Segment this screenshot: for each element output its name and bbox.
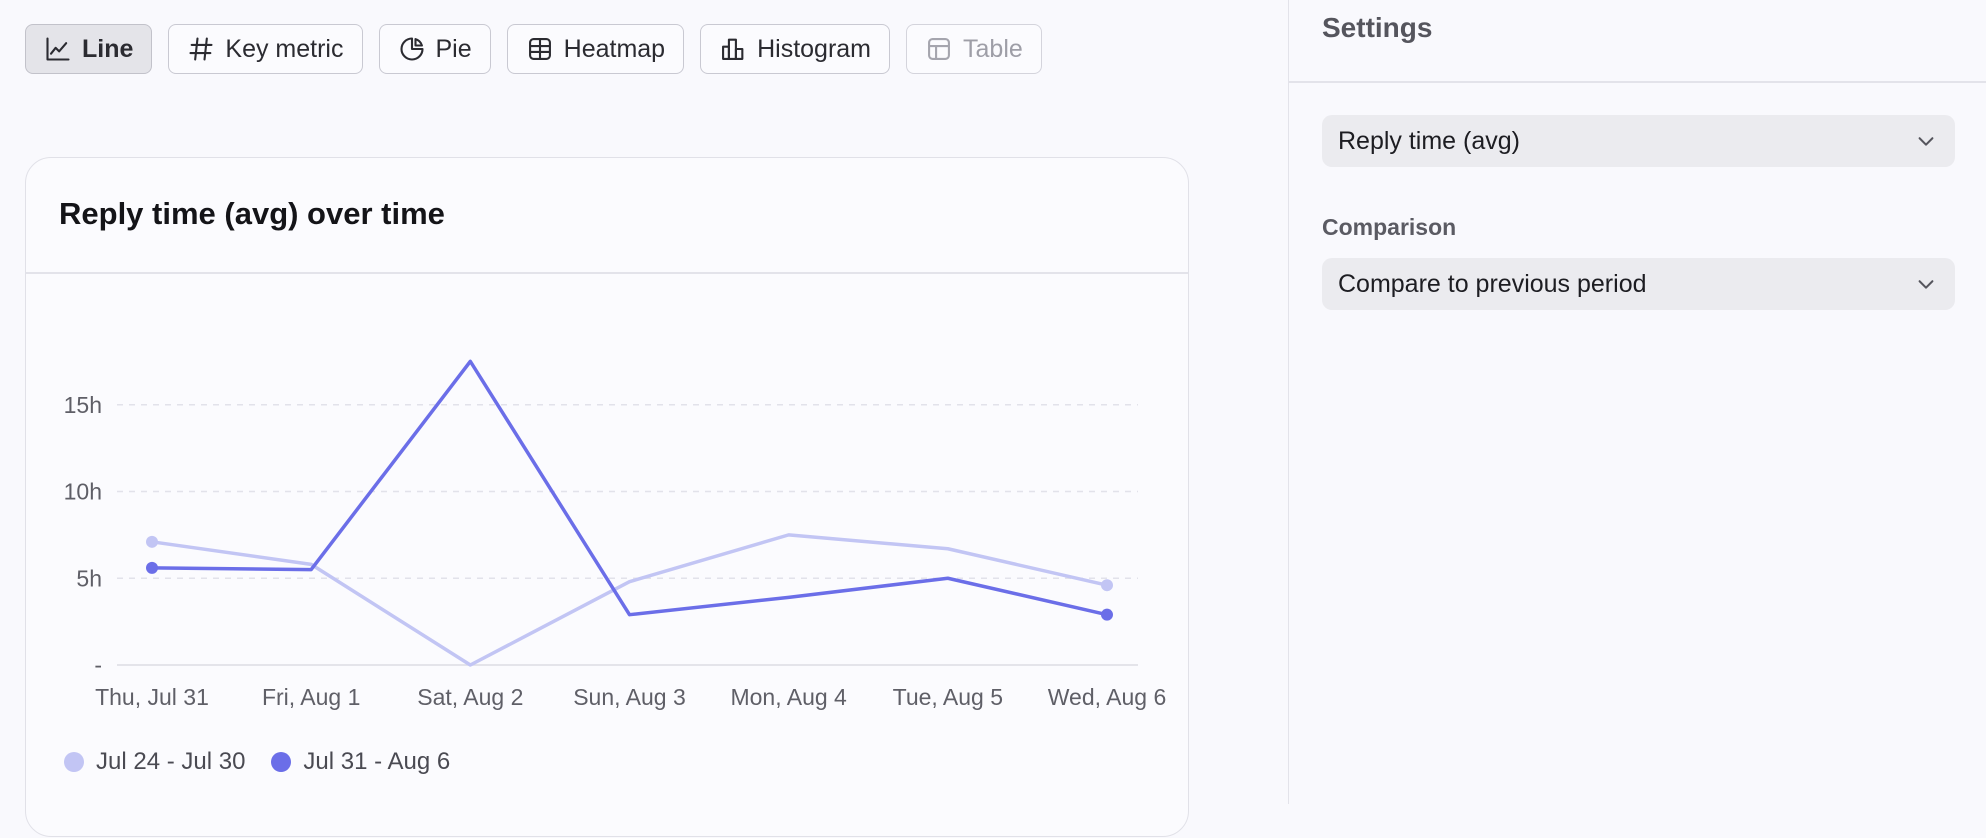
x-tick-label: Sat, Aug 2 bbox=[417, 684, 523, 710]
legend-swatch bbox=[271, 752, 292, 772]
line-chart-icon bbox=[44, 35, 72, 63]
hash-icon bbox=[187, 35, 215, 63]
line-chart-label: Line bbox=[82, 34, 134, 63]
table-button[interactable]: Table bbox=[906, 24, 1042, 74]
chevron-down-icon bbox=[1918, 280, 1934, 289]
y-tick-label: 15h bbox=[64, 392, 102, 418]
comparison-label: Comparison bbox=[1322, 214, 1457, 240]
legend-swatch bbox=[64, 752, 84, 772]
heatmap-button[interactable]: Heatmap bbox=[506, 24, 685, 74]
settings-divider bbox=[1289, 81, 1986, 83]
previous-period-point bbox=[1101, 579, 1113, 592]
bar-chart-icon bbox=[719, 35, 747, 63]
key-metric-button[interactable]: Key metric bbox=[168, 24, 363, 74]
legend-item[interactable]: Jul 24 - Jul 30 bbox=[64, 748, 245, 776]
chart-title: Reply time (avg) over time bbox=[59, 196, 445, 231]
current-period-line bbox=[150, 359, 1109, 617]
key-metric-label: Key metric bbox=[225, 34, 344, 63]
line-chart: - 5h 10h 15h Thu, Jul 31 Fri, Aug 1 Sat, Aug 2… bbox=[64, 359, 1167, 710]
x-tick-label: Wed, Aug 6 bbox=[1048, 684, 1167, 710]
legend-item[interactable]: Jul 31 - Aug 6 bbox=[271, 748, 450, 776]
y-tick-label: - bbox=[94, 652, 102, 678]
chevron-down-icon bbox=[1918, 137, 1934, 146]
card-divider bbox=[26, 272, 1188, 274]
y-tick-label: 5h bbox=[76, 565, 102, 591]
current-period-point bbox=[1101, 608, 1113, 621]
x-tick-label: Tue, Aug 5 bbox=[893, 684, 1003, 710]
report-panel: Line Key metric Pie Hea bbox=[25, 24, 1189, 837]
pie-chart-icon bbox=[398, 35, 426, 63]
legend-label: Jul 31 - Aug 6 bbox=[303, 748, 451, 775]
line-chart-button[interactable]: Line bbox=[25, 24, 153, 74]
settings-title: Settings bbox=[1322, 12, 1433, 43]
pie-chart-button[interactable]: Pie bbox=[378, 24, 491, 74]
metric-select[interactable]: Reply time (avg) bbox=[1322, 115, 1955, 167]
x-tick-label: Sun, Aug 3 bbox=[573, 684, 686, 710]
histogram-button[interactable]: Histogram bbox=[700, 24, 891, 74]
heatmap-label: Heatmap bbox=[563, 34, 666, 63]
settings-panel: Settings Reply time (avg) Comparison Com… bbox=[1288, 0, 1986, 804]
y-tick-label: 10h bbox=[64, 479, 102, 505]
grid-icon bbox=[526, 35, 554, 63]
x-tick-label: Fri, Aug 1 bbox=[262, 684, 360, 710]
current-period-point bbox=[146, 561, 158, 574]
chart-card: Reply time (avg) over time - 5h 10h 15h Thu,… bbox=[25, 157, 1189, 837]
comparison-select[interactable]: Compare to previous period bbox=[1322, 258, 1955, 310]
pie-chart-label: Pie bbox=[435, 34, 472, 63]
x-tick-label: Mon, Aug 4 bbox=[730, 684, 847, 710]
previous-period-line bbox=[150, 533, 1109, 667]
chart-type-toolbar: Line Key metric Pie Hea bbox=[25, 24, 1042, 74]
metric-select-value: Reply time (avg) bbox=[1338, 126, 1520, 155]
table-icon bbox=[925, 35, 953, 63]
previous-period-point bbox=[146, 535, 158, 548]
comparison-select-value: Compare to previous period bbox=[1338, 269, 1647, 298]
x-tick-label: Thu, Jul 31 bbox=[95, 684, 209, 710]
table-label: Table bbox=[963, 34, 1023, 63]
histogram-label: Histogram bbox=[757, 34, 872, 63]
chart-legend: Jul 24 - Jul 30 Jul 31 - Aug 6 bbox=[64, 748, 450, 776]
legend-label: Jul 24 - Jul 30 bbox=[96, 748, 246, 775]
